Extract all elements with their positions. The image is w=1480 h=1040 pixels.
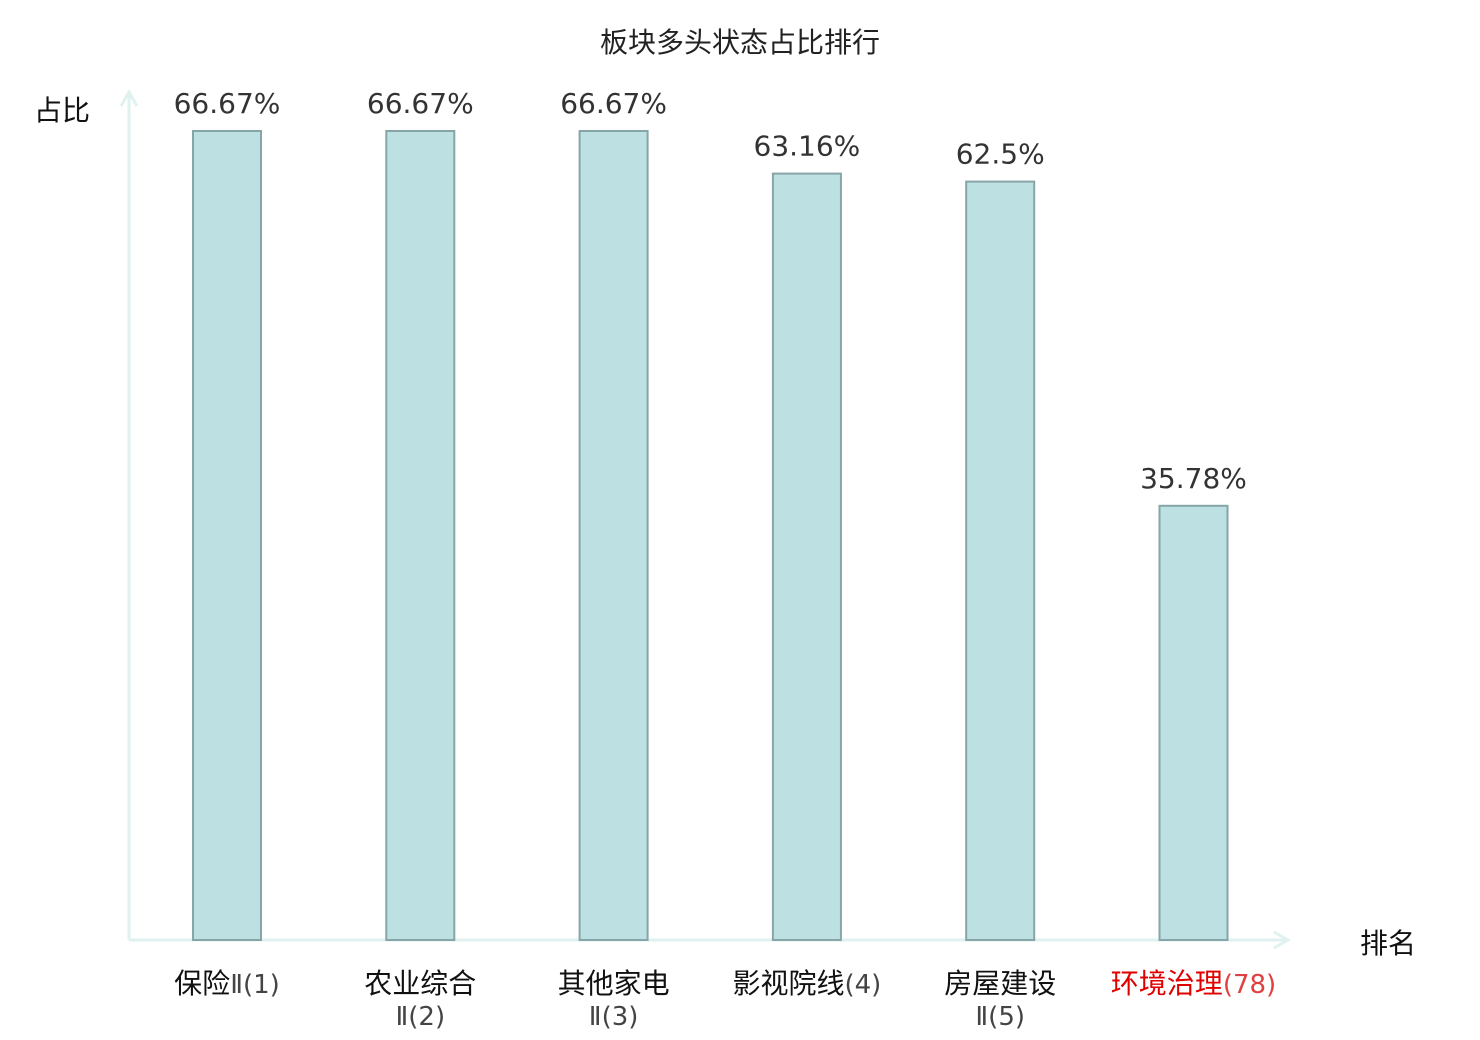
category-suffix-4: (4)	[844, 970, 881, 1000]
category-name-1: 保险	[174, 967, 230, 1000]
bars-group	[192, 130, 1229, 942]
value-label-5: 62.5%	[956, 138, 1045, 171]
category-suffix-2: Ⅱ(2)	[395, 1002, 445, 1032]
value-labels-group: 66.67% 66.67% 66.67% 63.16% 62.5% 35.78%	[174, 87, 1247, 495]
category-suffix-5: Ⅱ(5)	[975, 1002, 1025, 1032]
y-axis-label: 占比	[34, 94, 90, 127]
value-label-3: 66.67%	[560, 87, 667, 120]
category-label-3: 其他家电	[558, 967, 670, 1000]
category-name-4: 影视院线	[732, 967, 844, 1000]
category-suffix-3: Ⅱ(3)	[589, 1002, 639, 1032]
bar-4	[771, 172, 842, 942]
value-label-1: 66.67%	[174, 87, 281, 120]
category-label-5: 房屋建设	[944, 967, 1056, 1000]
category-name-6: 环境治理	[1111, 967, 1223, 1000]
category-label-4: 影视院线(4)	[732, 967, 881, 1000]
x-axis-label: 排名	[1360, 927, 1416, 960]
bar-2	[385, 130, 456, 941]
value-label-4: 63.16%	[754, 130, 861, 163]
category-label-2: 农业综合	[364, 967, 476, 1000]
chart-title: 板块多头状态占比排行	[600, 26, 880, 59]
bar-3	[578, 130, 649, 941]
category-label-6: 环境治理(78)	[1111, 967, 1276, 1000]
bar-5	[965, 180, 1036, 942]
category-suffix-1: Ⅱ(1)	[230, 970, 280, 1000]
bar-6	[1158, 504, 1229, 941]
value-label-6: 35.78%	[1140, 462, 1247, 495]
category-label-1: 保险Ⅱ(1)	[174, 967, 280, 1000]
value-label-2: 66.67%	[367, 87, 474, 120]
bar-1	[192, 130, 262, 941]
category-suffix-6: (78)	[1223, 970, 1276, 1000]
